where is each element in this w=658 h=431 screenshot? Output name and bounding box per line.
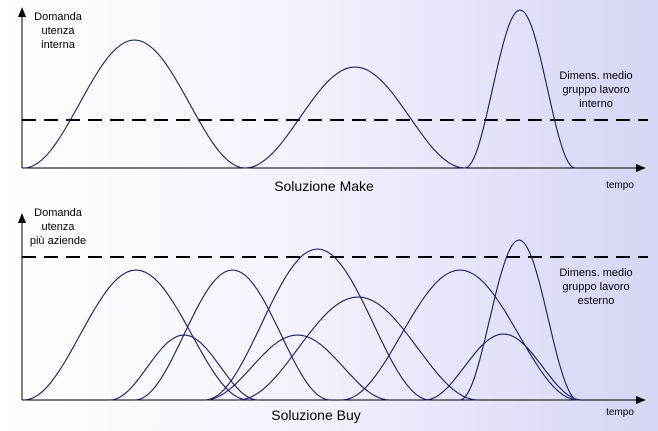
xlabel-make: tempo (606, 180, 634, 191)
ylabel-make-line-3: interna (41, 39, 76, 51)
threshold-label-make-line-3: interno (579, 98, 613, 110)
ylabel-make-line-2: utenza (41, 25, 75, 37)
demand-curve-buy-8 (424, 333, 583, 401)
threshold-label-make-line-2: gruppo lavoro (562, 84, 629, 96)
demand-curve-buy-3 (134, 269, 331, 401)
threshold-label-buy-line-2: gruppo lavoro (562, 281, 629, 293)
demand-curves-make (23, 9, 576, 169)
ylabel-buy-line-2: utenza (41, 221, 75, 233)
panel-buy: Domanda utenza più aziende Dimens. medio… (18, 207, 648, 423)
ylabel-buy-line-1: Domanda (34, 207, 83, 219)
demand-curve-make-3 (464, 9, 576, 169)
ylabel-make-line-1: Domanda (34, 11, 83, 23)
demand-curve-buy-7 (341, 269, 579, 401)
demand-curve-make-1 (23, 39, 246, 169)
demand-curve-buy-2 (109, 334, 259, 401)
demand-curve-buy-9 (459, 239, 579, 401)
caption-buy: Soluzione Buy (271, 407, 361, 423)
demand-curve-buy-6 (237, 296, 479, 401)
threshold-label-make-line-1: Dimens. medio (559, 70, 632, 82)
demand-curve-buy-5 (204, 248, 431, 401)
demand-curve-buy-4 (204, 334, 391, 401)
demand-curves-buy (23, 239, 583, 401)
panel-make: Domanda utenza interna Dimens. medio gru… (18, 7, 648, 194)
threshold-label-buy-line-1: Dimens. medio (559, 267, 632, 279)
demand-curve-make-2 (244, 66, 466, 169)
threshold-label-buy-line-3: esterno (578, 295, 615, 307)
ylabel-buy-line-3: più aziende (30, 235, 86, 247)
demand-curve-buy-1 (23, 269, 249, 401)
xlabel-buy: tempo (606, 407, 634, 418)
caption-make: Soluzione Make (274, 178, 374, 194)
